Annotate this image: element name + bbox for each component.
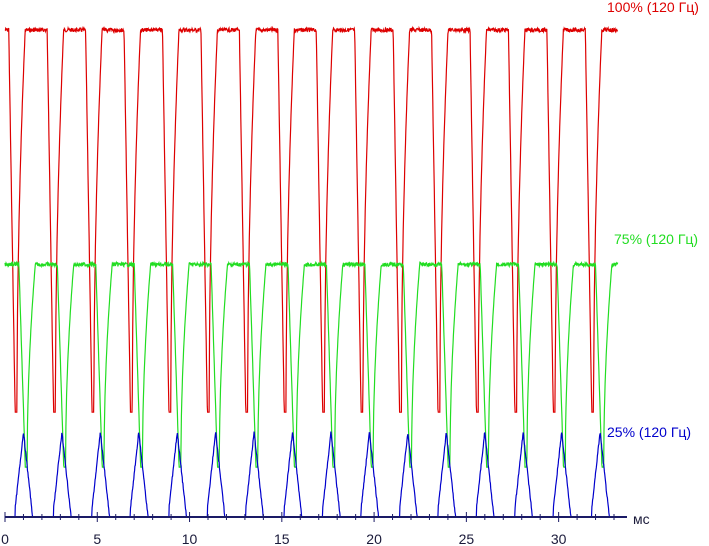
plot-series-group [4,25,619,518]
x-axis-ticks [4,512,615,522]
series-line-1 [4,25,619,413]
series-line-3 [5,431,618,518]
x-tick-label: 15 [274,531,290,546]
x-tick-label: 5 [93,531,101,546]
x-tick-label: 10 [182,531,198,546]
x-tick-label: 25 [459,531,475,546]
series-line-2 [4,260,619,468]
x-tick-label: 30 [551,531,567,546]
x-tick-label: 20 [366,531,382,546]
series-label-3: 25% (120 Гц) [607,424,691,440]
x-axis-tick-labels: 0 5 10 15 20 25 30 [1,531,567,546]
x-tick-label: 0 [1,531,9,546]
series-label-2: 75% (120 Гц) [614,231,698,247]
series-label-1: 100% (120 Гц) [607,0,699,15]
series-labels: 100% (120 Гц) 75% (120 Гц) 25% (120 Гц) [607,0,699,440]
x-axis-unit-label: мс [633,511,650,527]
